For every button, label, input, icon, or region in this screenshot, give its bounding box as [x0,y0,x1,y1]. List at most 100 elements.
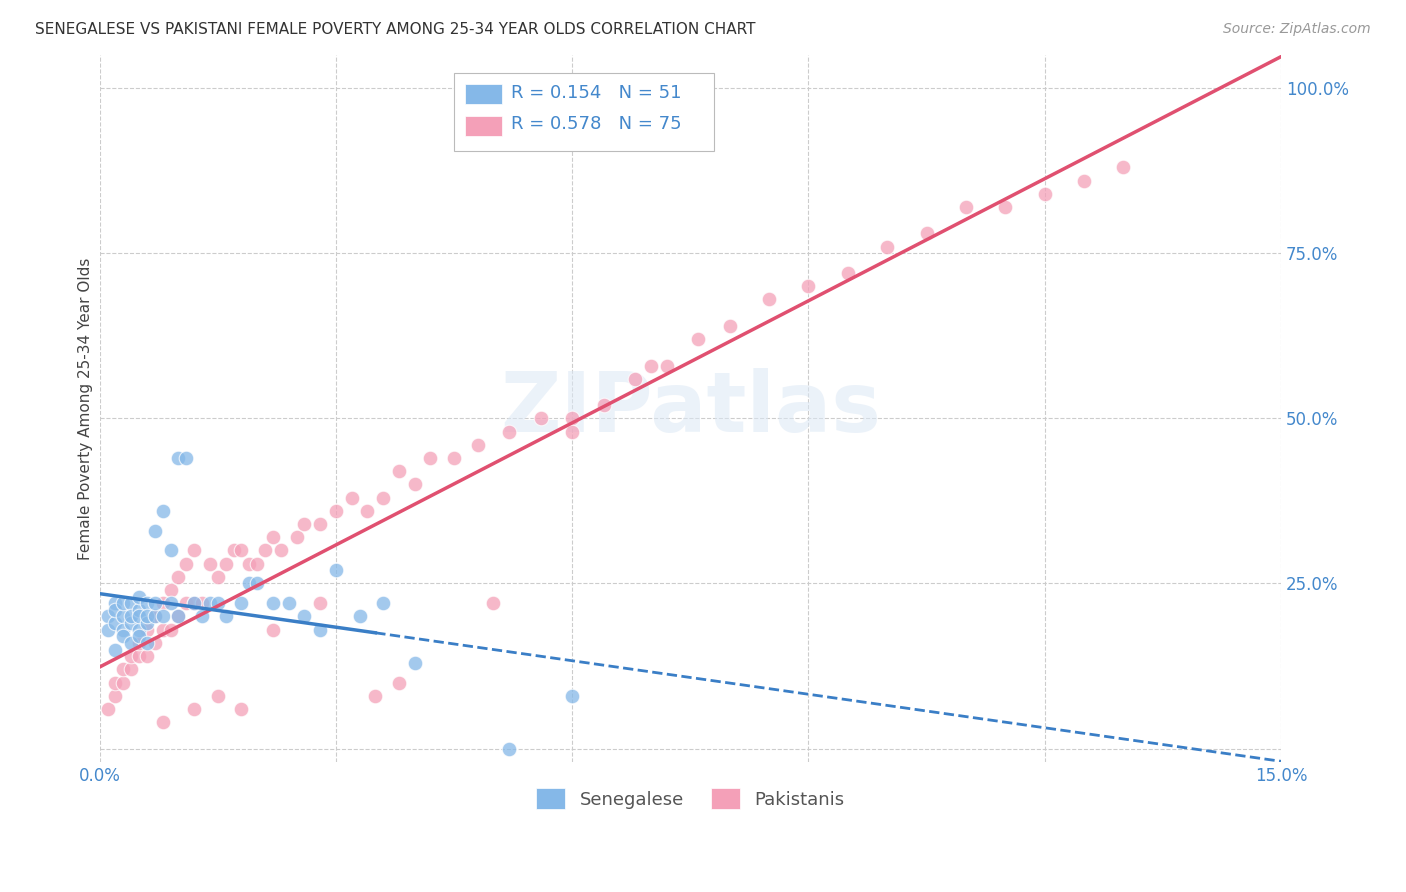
Point [364,689,387,703]
Point [198,557,221,571]
Point [120,609,142,624]
Point [231,543,253,558]
Point [561,411,583,425]
Point [277,596,299,610]
Point [174,557,197,571]
Point [309,516,332,531]
Point [373,491,395,505]
Point [167,609,190,624]
Point [104,689,127,703]
Point [530,411,553,425]
Point [104,616,127,631]
Point [404,656,426,670]
Point [1073,173,1095,187]
Point [159,583,181,598]
Point [143,609,166,624]
Point [624,372,647,386]
Point [112,629,135,643]
Point [561,425,583,439]
Point [159,623,181,637]
Point [135,623,157,637]
Point [876,240,898,254]
Point [309,623,332,637]
FancyBboxPatch shape [464,84,502,103]
Point [498,425,520,439]
Point [655,359,678,373]
Point [104,603,127,617]
Point [120,649,142,664]
Point [254,543,277,558]
Point [128,603,150,617]
Point [592,398,614,412]
Point [112,662,135,676]
Point [152,596,174,610]
Point [325,504,347,518]
Point [183,596,205,610]
Point [104,596,127,610]
Point [174,596,197,610]
Point [955,200,977,214]
FancyBboxPatch shape [464,116,502,136]
Point [482,596,505,610]
Text: SENEGALESE VS PAKISTANI FEMALE POVERTY AMONG 25-34 YEAR OLDS CORRELATION CHART: SENEGALESE VS PAKISTANI FEMALE POVERTY A… [35,22,755,37]
Point [152,504,174,518]
Text: ZIPatlas: ZIPatlas [499,368,880,449]
Point [325,563,347,577]
Point [183,596,205,610]
Point [340,491,363,505]
Point [309,596,332,610]
Point [120,636,142,650]
Point [167,609,190,624]
Text: R = 0.154   N = 51: R = 0.154 N = 51 [510,84,682,102]
Point [207,689,229,703]
Point [112,623,135,637]
Point [104,675,127,690]
Point [120,662,142,676]
Point [388,464,411,478]
Point [215,557,238,571]
Point [120,596,142,610]
Point [152,609,174,624]
Point [373,596,395,610]
Point [143,636,166,650]
Point [143,524,166,538]
Point [128,609,150,624]
Point [270,543,292,558]
Point [915,227,938,241]
Point [112,675,135,690]
Point [128,629,150,643]
Point [640,359,662,373]
Point [112,609,135,624]
Point [191,596,214,610]
Text: Source: ZipAtlas.com: Source: ZipAtlas.com [1223,22,1371,37]
Point [198,596,221,610]
Point [231,596,253,610]
Point [561,689,583,703]
Point [207,596,229,610]
Point [215,609,238,624]
Point [135,636,157,650]
Point [294,516,316,531]
Point [222,543,245,558]
Point [152,623,174,637]
Point [120,616,142,631]
Point [167,450,190,465]
Point [285,530,308,544]
Point [262,530,284,544]
Legend: Senegalese, Pakistanis: Senegalese, Pakistanis [529,781,852,816]
Point [1033,186,1056,201]
Point [388,675,411,690]
Point [294,609,316,624]
Point [96,623,118,637]
Point [143,609,166,624]
Point [96,702,118,716]
Point [1112,161,1135,175]
Y-axis label: Female Poverty Among 25-34 Year Olds: Female Poverty Among 25-34 Year Olds [79,257,93,559]
Point [356,504,378,518]
Point [238,557,260,571]
Point [143,596,166,610]
Point [797,279,820,293]
Point [994,200,1017,214]
Point [128,590,150,604]
Point [128,636,150,650]
